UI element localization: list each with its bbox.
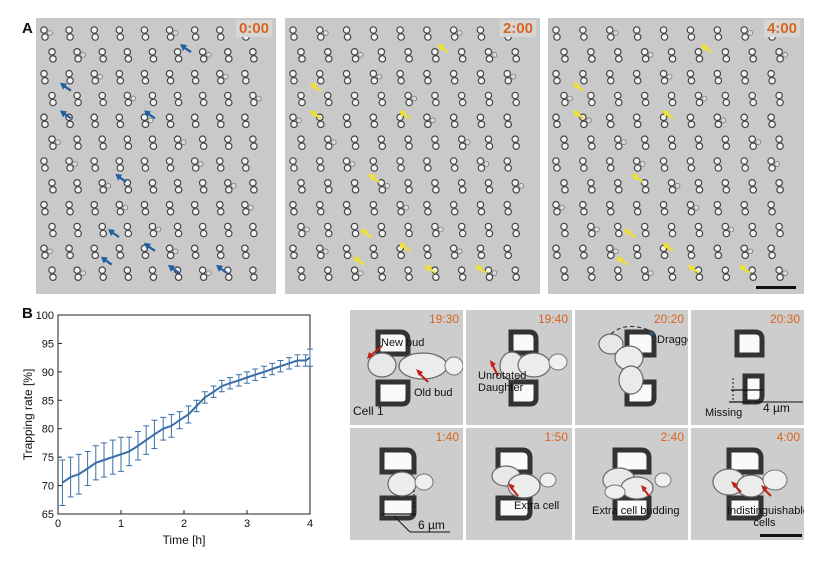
- timestamp-c4: 20:30: [769, 312, 800, 326]
- cell-image: [379, 447, 450, 533]
- timestamp-d2: 1:50: [544, 430, 568, 444]
- scale-label-6um: 6 µm: [418, 518, 445, 532]
- annotation-dragged: Dragged: [657, 334, 688, 346]
- timestamp-d3: 2:40: [660, 430, 684, 444]
- annotation-old-bud: Old bud: [414, 387, 453, 399]
- annotation-indistinguishable-cells: Indistinguishable cells: [727, 505, 804, 529]
- series-line: [61, 356, 311, 484]
- timestamp-c1: 19:30: [428, 312, 459, 326]
- timestamp-d4: 4:00: [776, 430, 800, 444]
- frame-d1: 1:40 6 µm: [350, 428, 463, 540]
- timestamp-c2: 19:40: [537, 312, 568, 326]
- scale-label-4um: 4 µm: [763, 401, 790, 415]
- cell-image: [367, 329, 463, 407]
- frame-c4: 20:30 Missing 4 µm: [691, 310, 804, 425]
- frame-d2: 1:50 Extra cell: [466, 428, 572, 540]
- trap-array-image: [552, 26, 788, 281]
- error-bar: [59, 459, 66, 506]
- frame-d4: 4:00 Indistinguishable cells: [691, 428, 804, 540]
- y-tick-label: 75: [42, 452, 54, 464]
- timestamp-d1: 1:40: [435, 430, 459, 444]
- timestamp-c3: 20:20: [653, 312, 684, 326]
- frame-d3: 2:40 Extra cell budding: [575, 428, 688, 540]
- panel-label-b: B: [22, 305, 33, 322]
- frame-c2: 19:40 Unrotated Daughter: [466, 310, 572, 425]
- cell-image: [491, 447, 557, 521]
- cell-image: [598, 325, 657, 407]
- cell-image: [490, 329, 568, 407]
- timestamp-a3: 4:00: [763, 20, 800, 37]
- scale-bar-d: [760, 534, 802, 537]
- y-axis-label: Trapping rate [%]: [21, 369, 35, 461]
- trap-array-image: [40, 26, 262, 281]
- timestamp-a2: 2:00: [499, 20, 536, 37]
- annotation-unrotated-daughter: Unrotated Daughter: [478, 370, 527, 394]
- panel-label-a: A: [22, 20, 33, 37]
- y-tick-label: 100: [36, 310, 54, 322]
- cell-label: Cell 1: [353, 404, 384, 418]
- micrograph-a2: 2:00: [285, 18, 540, 294]
- scale-bar-a: [756, 286, 796, 289]
- y-tick-label: 95: [42, 338, 54, 350]
- micrograph-a1: 0:00: [36, 18, 276, 294]
- trap-array-image: [289, 26, 525, 281]
- annotation-missing: Missing: [705, 407, 743, 419]
- timestamp-a1: 0:00: [235, 20, 272, 37]
- cell-image: [729, 329, 803, 405]
- plot-frame: [57, 314, 311, 515]
- annotation-new-bud: New bud: [381, 337, 425, 349]
- y-tick-label: 80: [42, 424, 54, 436]
- y-tick-label: 65: [42, 509, 54, 521]
- cell-image: [712, 447, 788, 521]
- x-tick-label: 2: [181, 518, 187, 530]
- frame-c1: 19:30 New bud Old bud Cell 1: [350, 310, 463, 425]
- y-tick-label: 90: [42, 367, 54, 379]
- micrograph-a3: 4:00: [548, 18, 804, 294]
- annotation-extra-cell-budding: Extra cell budding: [592, 505, 680, 517]
- frame-c3: 20:20 Dragged: [575, 310, 688, 425]
- y-tick-label: 70: [42, 481, 54, 493]
- y-tick-label: 85: [42, 395, 54, 407]
- annotation-extra-cell: Extra cell: [514, 500, 560, 512]
- x-tick-label: 1: [118, 518, 124, 530]
- x-tick-label: 0: [55, 518, 61, 530]
- cell-image: [602, 447, 672, 521]
- x-tick-label: 4: [307, 518, 313, 530]
- x-axis-label: Time [h]: [163, 533, 206, 547]
- trapping-rate-chart: 0 1 2 3 4 65 70 75 80 85 90 95 100 Time [h] Trapping r…: [21, 310, 313, 547]
- x-tick-label: 3: [244, 518, 250, 530]
